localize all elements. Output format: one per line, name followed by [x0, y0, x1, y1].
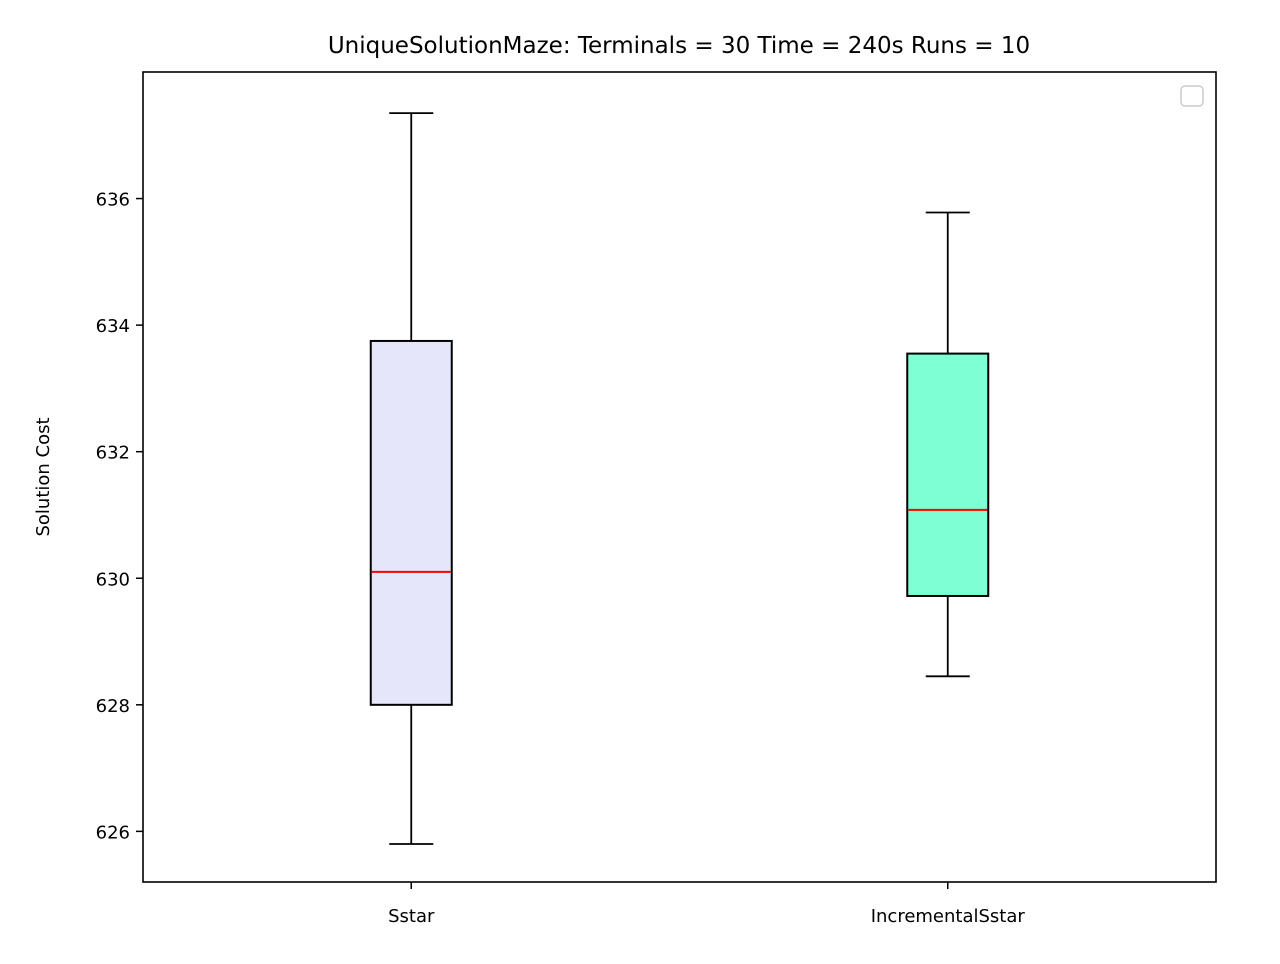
- x-tick-label: IncrementalSstar: [871, 906, 1026, 927]
- y-tick-label: 628: [96, 696, 130, 717]
- plot-frame: [142, 71, 1217, 883]
- y-axis-label: Solution Cost: [33, 417, 54, 536]
- y-tick-label: 626: [96, 822, 130, 843]
- y-tick-label: 634: [96, 316, 130, 337]
- y-tick-label: 636: [96, 190, 130, 211]
- box-IncrementalSstar: [906, 352, 990, 597]
- x-tick-label: Sstar: [388, 906, 435, 927]
- legend: [1180, 85, 1204, 107]
- box-Sstar: [369, 339, 453, 706]
- y-tick-label: 632: [96, 443, 130, 464]
- y-tick-label: 630: [96, 569, 130, 590]
- chart-title: UniqueSolutionMaze: Terminals = 30 Time …: [328, 33, 1030, 59]
- plot-area: 626 628 630 632 634 636 Sstar IncrementalSstar: [96, 71, 1217, 927]
